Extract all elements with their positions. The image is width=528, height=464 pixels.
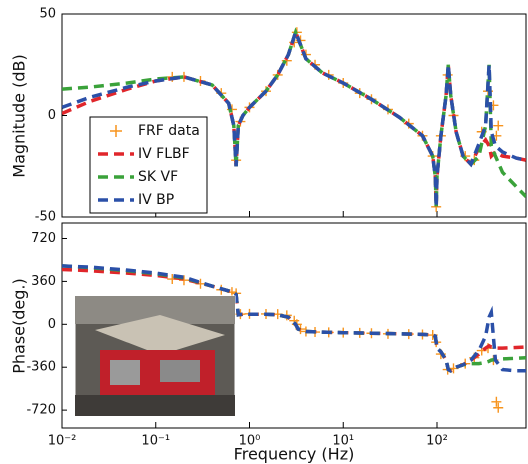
legend-box: [89, 116, 208, 214]
plot-frame: [61, 222, 527, 429]
x-tick-label: 10¹: [332, 434, 354, 449]
legend-label: SK VF: [138, 169, 178, 185]
y-tick-label: -360: [26, 360, 56, 375]
legend-marker: [110, 125, 122, 137]
x-tick-label: 10⁰: [239, 434, 261, 449]
y-tick-label: 0: [48, 317, 56, 332]
legend-label: IV BP: [138, 192, 174, 208]
x-axis-label: Frequency (Hz): [234, 445, 355, 464]
series-line: [62, 27, 526, 207]
y-tick-label: -50: [35, 210, 56, 225]
data-point: [493, 402, 504, 413]
inset-photo: [74, 295, 236, 417]
legend-label: IV FLBF: [138, 146, 190, 162]
data-point: [491, 396, 502, 407]
y-tick-label: -720: [26, 403, 56, 418]
y-tick-label: 50: [39, 7, 56, 22]
y-tick-label: 360: [31, 274, 56, 289]
series-line: [62, 264, 526, 373]
legend-label: FRF data: [138, 123, 200, 139]
x-tick-label: 10⁻¹: [141, 434, 170, 449]
data-point: [493, 120, 504, 131]
x-tick-label: 10²: [426, 434, 448, 449]
y-tick-label: 720: [31, 231, 56, 246]
y-axis-label: Phase(deg.): [10, 278, 29, 374]
y-axis-label: Magnitude (dB): [10, 54, 29, 177]
y-tick-label: 0: [48, 108, 56, 123]
x-tick-label: 10⁻²: [48, 434, 77, 449]
